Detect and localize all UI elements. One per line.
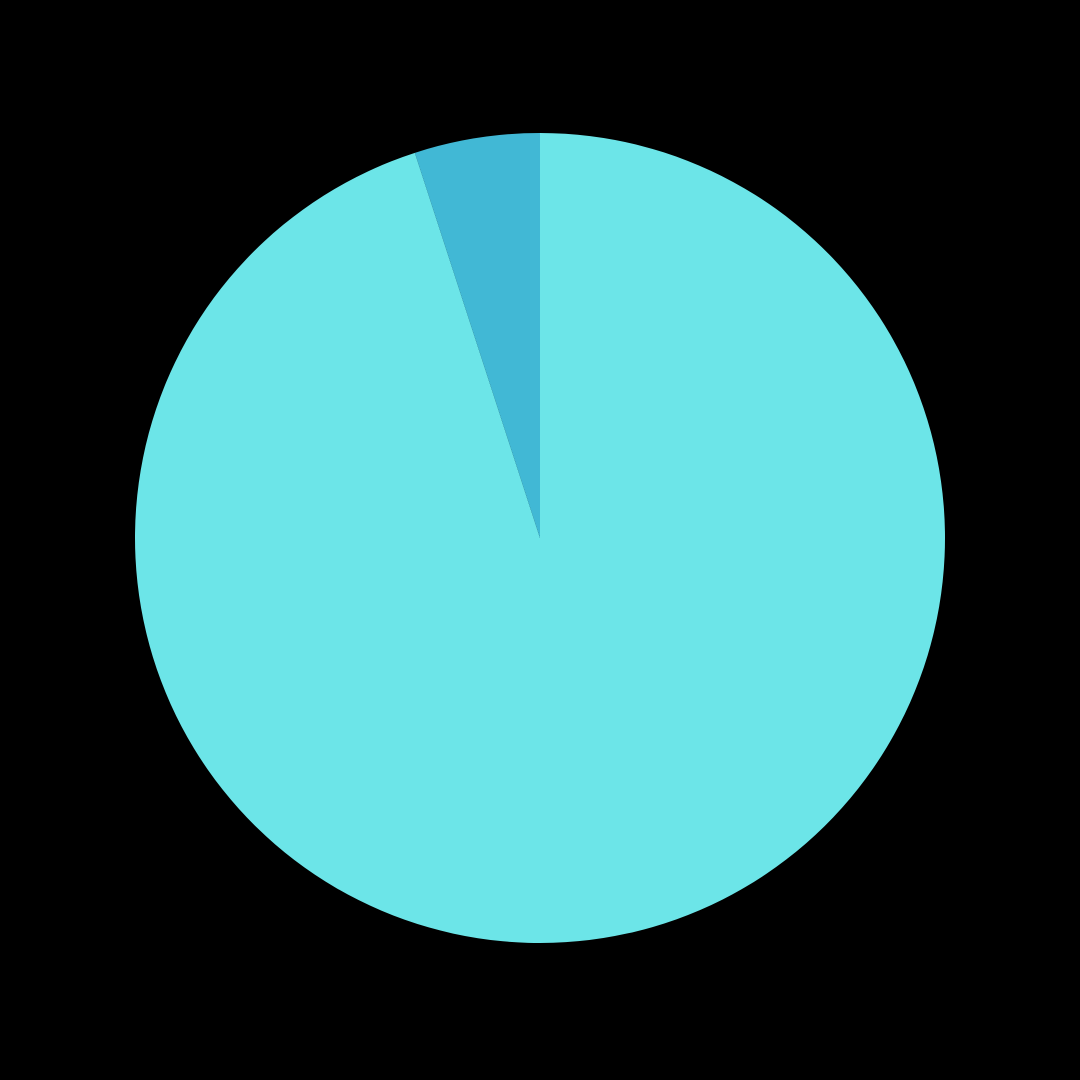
pie-slice-2	[414, 133, 540, 538]
pie-slice-1	[135, 133, 946, 944]
pie-slices	[135, 133, 946, 944]
